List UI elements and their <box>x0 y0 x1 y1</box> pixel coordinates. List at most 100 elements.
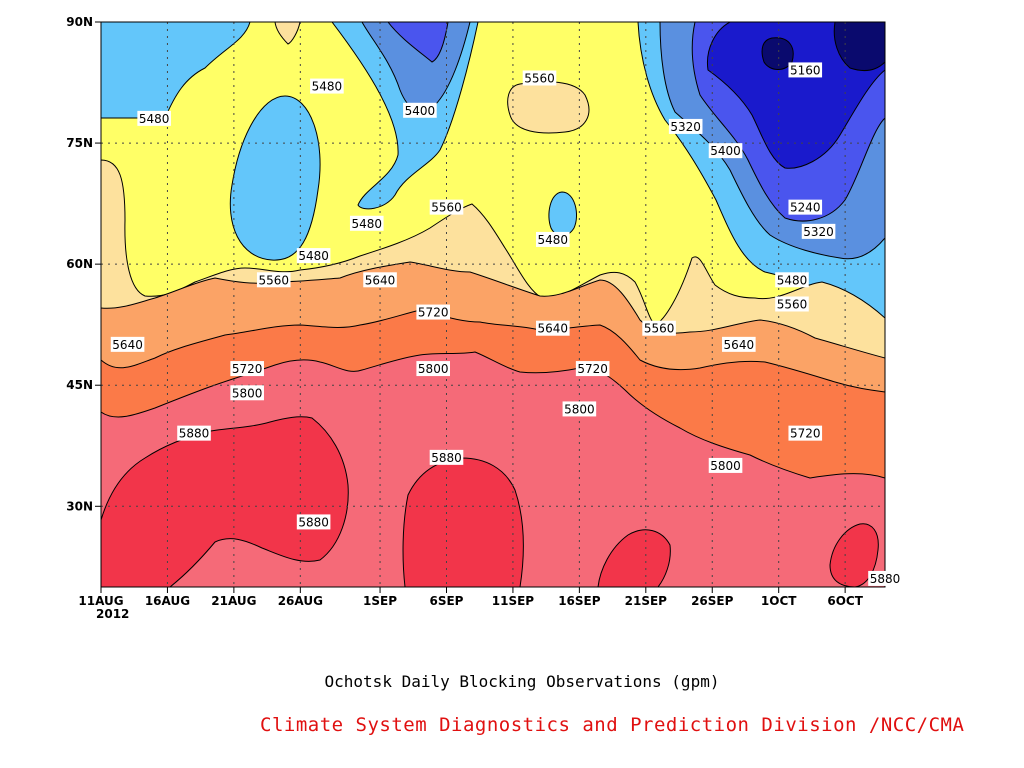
contour-label: 5560 <box>644 322 675 336</box>
x-tick-label: 21AUG <box>211 594 256 608</box>
contour-label-bg <box>575 361 610 377</box>
contour-label-bg <box>230 385 264 401</box>
contour-label-bg <box>403 102 437 118</box>
band-below-5160-ne-small <box>761 37 794 70</box>
contour-label: 5560 <box>524 72 555 86</box>
band-below-5160-ne <box>833 22 885 71</box>
x-tick-label: 16AUG <box>145 594 190 608</box>
contour-label-bg <box>429 449 464 465</box>
grid-lines <box>101 22 885 587</box>
contour-label: 5400 <box>710 144 741 158</box>
contour-label: 5480 <box>538 233 569 247</box>
chart-caption: Ochotsk Daily Blocking Observations (gpm… <box>324 672 720 691</box>
contour-label-bg <box>868 570 902 586</box>
contour-label: 5640 <box>724 338 755 352</box>
contour-label-bg <box>177 425 211 441</box>
contour-label: 5480 <box>298 249 329 263</box>
contour-label-bg <box>562 401 597 417</box>
contour-label: 5320 <box>803 225 834 239</box>
plot-frame <box>100 21 886 588</box>
contour-label: 5560 <box>431 201 462 215</box>
x-tick-label: 11SEP <box>492 594 535 608</box>
contour-label-bg <box>296 248 331 264</box>
credit-line: Climate System Diagnostics and Predictio… <box>260 714 965 736</box>
contour-fill-layer <box>101 22 885 587</box>
contour-label-bg <box>535 320 570 336</box>
band-above-5880-central <box>402 457 524 587</box>
band-5560-5640-blob <box>507 81 590 134</box>
contour-label-bg <box>429 199 464 215</box>
contour-label-bg <box>416 304 451 320</box>
band-5160-5240-ne <box>706 22 885 169</box>
band-5400-5480-ellipse <box>229 95 321 261</box>
contour-label: 5640 <box>112 338 143 352</box>
contour-label-bg <box>137 110 171 126</box>
contour-label: 5880 <box>298 515 329 529</box>
band-above-5880-east <box>597 529 671 587</box>
contour-label: 5720 <box>577 362 608 376</box>
contour-label: 5160 <box>790 63 821 77</box>
contour-label-bg <box>522 70 557 86</box>
y-tick-label: 75N <box>66 136 93 150</box>
contour-label-bg <box>788 199 823 215</box>
contour-label: 5480 <box>777 273 808 287</box>
contour-label: 5400 <box>405 104 436 118</box>
contour-label: 5240 <box>790 201 821 215</box>
contour-label: 5560 <box>777 298 808 312</box>
x-tick-label: 1SEP <box>363 594 397 608</box>
y-axis: 30N 45N 60N 75N 90N <box>66 15 101 513</box>
contour-label: 5800 <box>710 459 741 473</box>
contour-label: 5480 <box>312 80 343 94</box>
contour-label-bg <box>708 143 743 159</box>
contour-label-bg <box>363 272 397 288</box>
band-5400-5480-blob <box>548 191 577 236</box>
x-tick-label: 6SEP <box>429 594 463 608</box>
contour-label: 5640 <box>538 322 569 336</box>
contour-label: 5480 <box>351 217 382 231</box>
contour-label: 5880 <box>431 451 462 465</box>
contour-label: 5720 <box>232 362 263 376</box>
contour-label-bg <box>642 320 676 336</box>
x-tick-label: 11AUG <box>78 594 123 608</box>
contour-label: 5720 <box>418 306 449 320</box>
x-tick-label: 16SEP <box>558 594 601 608</box>
band-above-5880-far-east <box>829 523 879 587</box>
contour-label-bg <box>296 514 331 530</box>
contour-label-bg <box>110 336 145 352</box>
y-tick-label: 90N <box>66 15 93 29</box>
y-tick-label: 45N <box>66 378 93 392</box>
contour-label-bg <box>775 296 809 312</box>
y-tick-label: 60N <box>66 257 93 271</box>
band-5560-5640-top <box>274 22 301 45</box>
contour-label: 5480 <box>139 112 170 126</box>
contour-label-bg <box>349 215 384 231</box>
band-above-5880-west <box>101 416 349 587</box>
contour-label-bg <box>535 231 570 247</box>
contour-label-bg <box>230 361 264 377</box>
contour-label-bg <box>801 223 836 239</box>
x-tick-label: 6OCT <box>827 594 863 608</box>
x-tick-label: 21SEP <box>625 594 668 608</box>
contour-label-bg <box>668 118 703 134</box>
contour-label: 5560 <box>258 273 289 287</box>
contour-label-bg <box>788 62 823 78</box>
y-tick-label: 30N <box>66 499 93 513</box>
contour-label: 5720 <box>790 427 821 441</box>
contour-label: 5880 <box>179 427 210 441</box>
contour-label: 5880 <box>870 572 901 586</box>
x-tick-label: 26AUG <box>278 594 323 608</box>
x-tick-label: 26SEP <box>691 594 734 608</box>
contour-label: 5320 <box>670 120 701 134</box>
contour-label: 5800 <box>418 362 449 376</box>
x-tick-label: 1OCT <box>761 594 797 608</box>
contour-label-bg <box>722 336 756 352</box>
contour-label-bg <box>416 361 451 377</box>
band-5240-5320-north <box>387 22 449 63</box>
x-axis: 11AUG 16AUG 21AUG 26AUG 1SEP 6SEP 11SEP 16SEP 21… <box>78 587 864 621</box>
contour-label-bg <box>708 457 743 473</box>
band-5400-5480-nw <box>101 22 251 119</box>
contour-label: 5640 <box>365 273 396 287</box>
contour-labels: 5160 5240 5320 5320 5400 5400 5480 5480 5480 5480… <box>110 62 902 586</box>
contour-label-bg <box>788 425 823 441</box>
